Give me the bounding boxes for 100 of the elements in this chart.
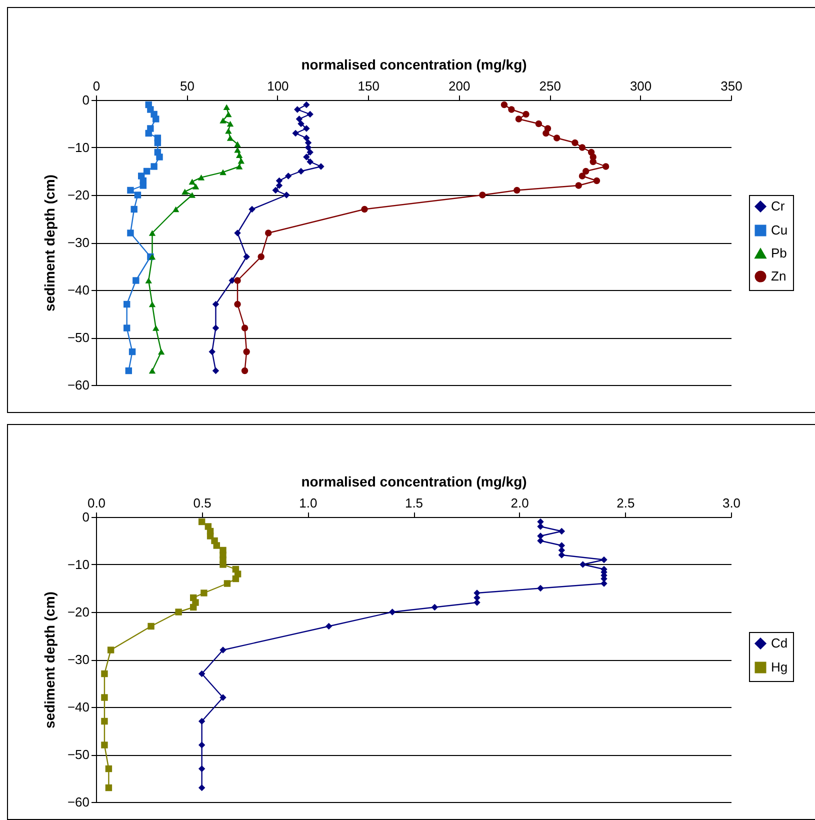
point [294,106,301,113]
point [241,324,248,332]
point [276,182,283,189]
x-tick-label: 50 [180,78,194,94]
point [298,120,304,128]
point [105,784,112,792]
point [198,742,206,748]
point [198,784,206,792]
point [578,172,586,180]
point [212,324,220,332]
point [156,154,163,160]
point [140,182,147,189]
point [241,367,248,374]
y-tick-label: −30 [67,652,90,667]
point [158,348,165,355]
point [298,168,304,175]
point [101,694,108,701]
point [243,253,250,260]
point [192,184,200,190]
point [175,608,182,616]
point [132,277,140,284]
y-tick-label: −50 [67,330,90,345]
point [123,324,130,332]
point [600,556,608,564]
point [602,163,610,170]
point [220,694,226,701]
point [243,348,250,356]
y-tick-label: 0 [82,92,90,108]
y-tick-label: −40 [67,282,90,298]
point [101,742,108,748]
point [188,192,196,198]
point [265,230,272,236]
point [226,120,234,127]
legend-label: Hg [771,660,788,674]
point [238,158,244,164]
y-tick-label: −10 [67,140,90,155]
x-tick-label: 3.0 [722,496,741,510]
x-tick-label: 2.0 [510,496,529,510]
point [127,186,134,194]
point [558,552,566,558]
point [474,599,480,606]
point [236,164,243,170]
y-tick-label: −40 [67,700,90,714]
legend-label: Cd [771,636,788,650]
point [212,367,220,374]
point [303,154,310,160]
point [558,528,566,535]
x-tick-label: 2.5 [616,496,635,510]
x-tick-label: 150 [358,78,380,94]
x-tick-label: 0.5 [193,496,212,510]
point [224,580,231,587]
point [234,230,241,236]
x-axis-title: normalised concentration (mg/kg) [301,56,527,72]
x-tick-label: 0 [92,78,100,94]
point [145,278,152,284]
point [537,584,544,592]
legend-label: Zn [771,268,786,284]
point [578,144,586,151]
point [558,542,566,549]
point [198,174,205,180]
point [130,206,138,213]
point [361,206,368,213]
point [582,168,590,175]
point [388,608,396,616]
point [304,144,312,151]
point [553,134,560,142]
point [537,518,544,526]
point [234,277,241,284]
y-tick-label: −20 [67,604,90,620]
point [220,169,226,176]
y-tick-label: −10 [67,557,90,572]
x-tick-label: 100 [267,78,289,94]
point [431,604,438,611]
point [474,594,480,602]
point [198,718,206,725]
point [123,300,130,308]
point [148,230,156,236]
x-tick-label: 0.0 [87,496,106,510]
point [236,152,243,158]
point [225,128,232,134]
point [150,163,158,170]
point [522,110,530,118]
point [303,134,310,142]
point [152,325,160,331]
x-tick-label: 250 [539,78,561,94]
point [537,523,544,530]
point [198,518,206,526]
point [148,368,156,374]
point [125,367,132,374]
point [220,561,226,568]
point [200,590,208,596]
y-tick-label: −60 [67,794,90,810]
x-tick-label: 200 [448,78,470,94]
point [198,765,206,772]
point [283,192,290,198]
point [296,116,303,122]
point [148,301,156,308]
point [258,253,264,260]
point [190,604,197,611]
point [537,537,544,544]
